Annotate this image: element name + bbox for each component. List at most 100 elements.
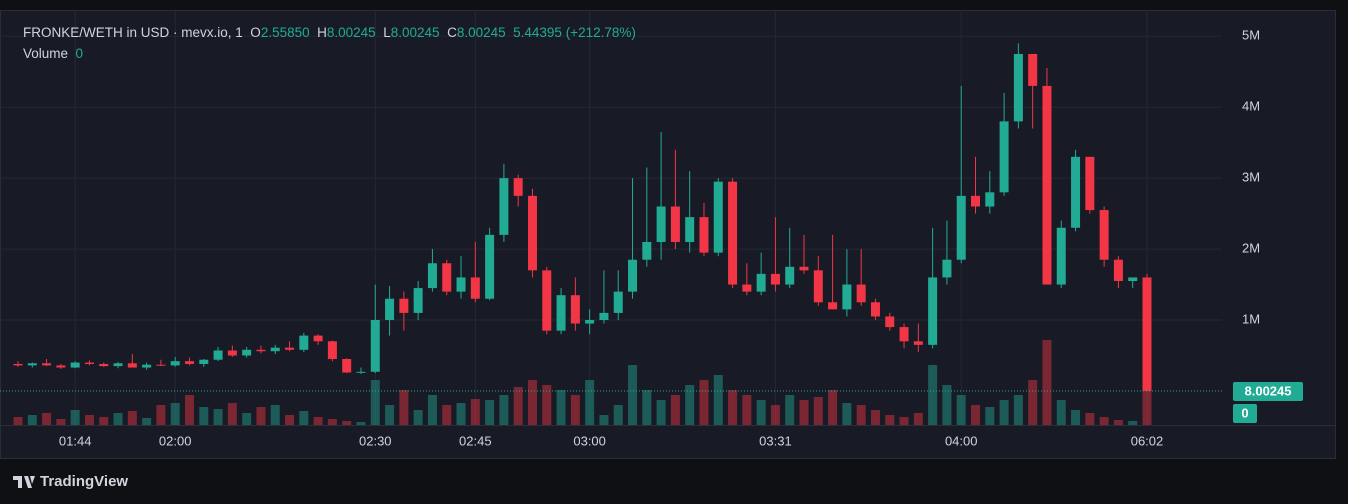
y-tick-label: 5M (1242, 28, 1260, 43)
volume-bar (156, 405, 166, 425)
change: 5.44395 (+212.78%) (513, 25, 636, 40)
volume-bar (785, 395, 795, 425)
volume-label: Volume (23, 46, 69, 61)
candle-body (813, 270, 823, 303)
brand[interactable]: TradingView (40, 473, 129, 490)
volume-bar (828, 390, 838, 425)
volume-bar (842, 403, 852, 425)
volume-box (1233, 404, 1257, 423)
volume-bar (499, 395, 509, 425)
candle-body (1085, 156, 1095, 211)
candle-body (427, 263, 437, 289)
candle-body (356, 371, 366, 373)
candle-body (942, 259, 952, 278)
volume-bar (513, 387, 523, 425)
volume-bar (685, 385, 695, 425)
y-tick-label: 4M (1242, 99, 1260, 114)
candle-body (1013, 53, 1023, 122)
x-tick-label: 04:00 (945, 433, 978, 448)
candle-body (1028, 53, 1038, 86)
candle-body (699, 217, 709, 253)
volume-bar (84, 415, 94, 425)
candle-body (299, 335, 309, 350)
o-label: O (250, 25, 261, 40)
candle-body (399, 298, 409, 313)
volume-bar (756, 400, 766, 425)
candle-body (213, 350, 223, 360)
legend-main: FRONKE/WETH in USD · mevx.io, 1 O2.55850… (23, 25, 636, 40)
volume-bar (585, 380, 595, 425)
volume-bar (170, 403, 180, 425)
candle-body (971, 195, 981, 207)
candle-body (928, 277, 938, 345)
volume-bar (385, 405, 395, 425)
volume-bar (971, 405, 981, 425)
candle-body (885, 316, 895, 328)
candle-body (442, 263, 452, 292)
candle-body (27, 363, 37, 366)
low: 8.00245 (390, 25, 440, 40)
open: 2.55850 (260, 25, 310, 40)
volume-bar (628, 365, 638, 425)
candle-body (84, 362, 94, 364)
volume-bar (242, 413, 252, 425)
candle-body (327, 341, 337, 360)
volume-bar (42, 413, 52, 425)
candle-body (70, 362, 80, 368)
candle-body (713, 181, 723, 253)
volume-bar (1013, 395, 1023, 425)
volume-bar (313, 417, 323, 425)
l-label: L (383, 25, 391, 40)
volume: 0 (75, 46, 84, 61)
volume-bar (399, 390, 409, 425)
volume-bar (299, 411, 309, 425)
volume-bar (870, 410, 880, 425)
candle-body (870, 302, 880, 317)
high: 8.00245 (326, 25, 376, 40)
volume-bar (213, 409, 223, 425)
candle-body (270, 347, 280, 352)
candle-body (184, 361, 194, 364)
volume-bar (1142, 360, 1152, 425)
volume-bar (542, 385, 552, 425)
volume-bar (99, 417, 109, 425)
candle-body (485, 234, 495, 299)
volume-bar (1056, 400, 1066, 425)
candle-body (1056, 227, 1066, 285)
volume-bar (928, 365, 938, 425)
logo (13, 476, 35, 488)
volume-bar (485, 400, 495, 425)
candle-body (985, 192, 995, 207)
c-label: C (447, 25, 457, 40)
volume-bar (27, 415, 37, 425)
volume-bar (770, 405, 780, 425)
volume-bar (1085, 413, 1095, 425)
candle-body (799, 266, 809, 271)
candle-body (385, 298, 395, 321)
candle-body (913, 341, 923, 345)
volume-bar (656, 400, 666, 425)
volume-bar (813, 397, 823, 425)
candle-body (656, 206, 666, 242)
x-tick-label: 02:30 (359, 433, 392, 448)
volume-bar (427, 395, 437, 425)
candle-body (585, 320, 595, 324)
candle-body (527, 195, 537, 271)
candle-body (413, 288, 423, 313)
volume-bar (342, 421, 352, 425)
x-tick-label: 02:45 (459, 433, 492, 448)
volume-bar (899, 417, 909, 425)
close: 8.00245 (456, 25, 506, 40)
candle-body (170, 361, 180, 366)
candle-body (227, 350, 237, 356)
candle-body (756, 273, 766, 292)
volume-bar (1028, 380, 1038, 425)
volume-bar (885, 415, 895, 425)
panel (0, 10, 1336, 459)
candle-body (13, 363, 23, 366)
candle-body (999, 121, 1009, 193)
volume-bar (856, 405, 866, 425)
volume-bar (456, 403, 466, 425)
candle-body (242, 349, 252, 356)
